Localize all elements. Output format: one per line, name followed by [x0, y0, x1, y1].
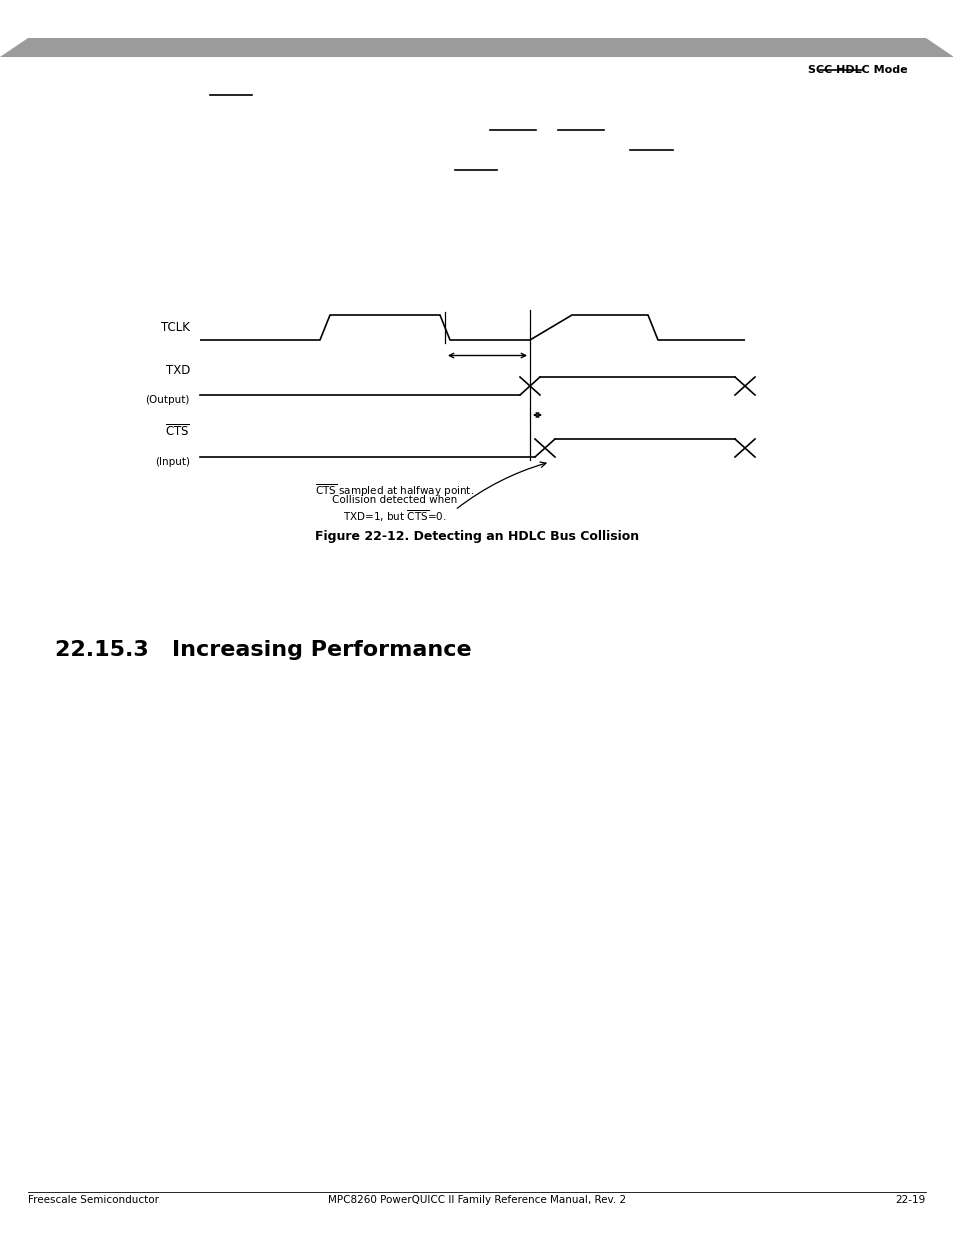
Text: Collision detected when: Collision detected when	[332, 495, 457, 505]
Text: SCC HDLC Mode: SCC HDLC Mode	[807, 65, 907, 75]
Text: TCLK: TCLK	[161, 321, 190, 333]
Text: $\overline{\mathrm{CTS}}$: $\overline{\mathrm{CTS}}$	[165, 424, 190, 438]
Text: TXD=1, but $\overline{\mathrm{CTS}}$=0.: TXD=1, but $\overline{\mathrm{CTS}}$=0.	[343, 508, 446, 524]
Text: Freescale Semiconductor: Freescale Semiconductor	[28, 1195, 159, 1205]
Text: (Input): (Input)	[154, 457, 190, 467]
Text: 22-19: 22-19	[895, 1195, 925, 1205]
Polygon shape	[0, 38, 953, 57]
Text: $\overline{\mathrm{CTS}}$ sampled at halfway point.: $\overline{\mathrm{CTS}}$ sampled at hal…	[315, 482, 475, 499]
Text: MPC8260 PowerQUICC II Family Reference Manual, Rev. 2: MPC8260 PowerQUICC II Family Reference M…	[328, 1195, 625, 1205]
Text: 22.15.3   Increasing Performance: 22.15.3 Increasing Performance	[55, 640, 471, 659]
Text: TXD: TXD	[166, 364, 190, 377]
Text: (Output): (Output)	[146, 395, 190, 405]
Text: Figure 22-12. Detecting an HDLC Bus Collision: Figure 22-12. Detecting an HDLC Bus Coll…	[314, 530, 639, 543]
